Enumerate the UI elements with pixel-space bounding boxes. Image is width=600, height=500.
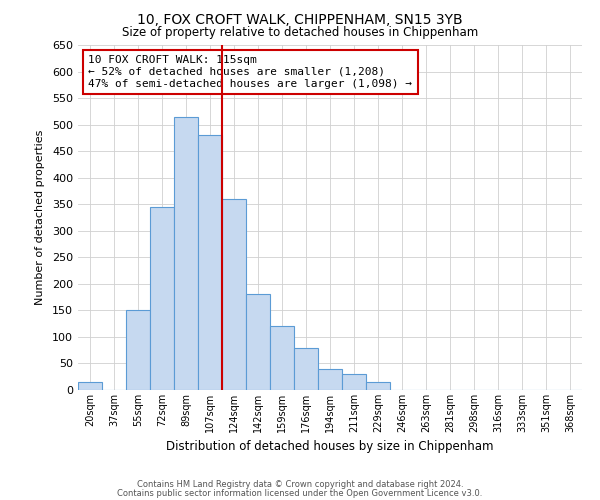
Bar [342,374,366,390]
Y-axis label: Number of detached properties: Number of detached properties [35,130,45,305]
Bar [78,382,102,390]
Bar [126,310,150,390]
Text: Size of property relative to detached houses in Chippenham: Size of property relative to detached ho… [122,26,478,39]
Bar [198,135,222,390]
Bar [150,207,174,390]
Bar [318,369,342,390]
Text: 10 FOX CROFT WALK: 115sqm
← 52% of detached houses are smaller (1,208)
47% of se: 10 FOX CROFT WALK: 115sqm ← 52% of detac… [88,56,412,88]
Bar [366,382,390,390]
Bar [246,294,270,390]
Bar [222,199,246,390]
Text: 10, FOX CROFT WALK, CHIPPENHAM, SN15 3YB: 10, FOX CROFT WALK, CHIPPENHAM, SN15 3YB [137,12,463,26]
Bar [270,326,294,390]
Bar [174,116,198,390]
X-axis label: Distribution of detached houses by size in Chippenham: Distribution of detached houses by size … [166,440,494,454]
Bar [294,348,318,390]
Text: Contains public sector information licensed under the Open Government Licence v3: Contains public sector information licen… [118,489,482,498]
Text: Contains HM Land Registry data © Crown copyright and database right 2024.: Contains HM Land Registry data © Crown c… [137,480,463,489]
